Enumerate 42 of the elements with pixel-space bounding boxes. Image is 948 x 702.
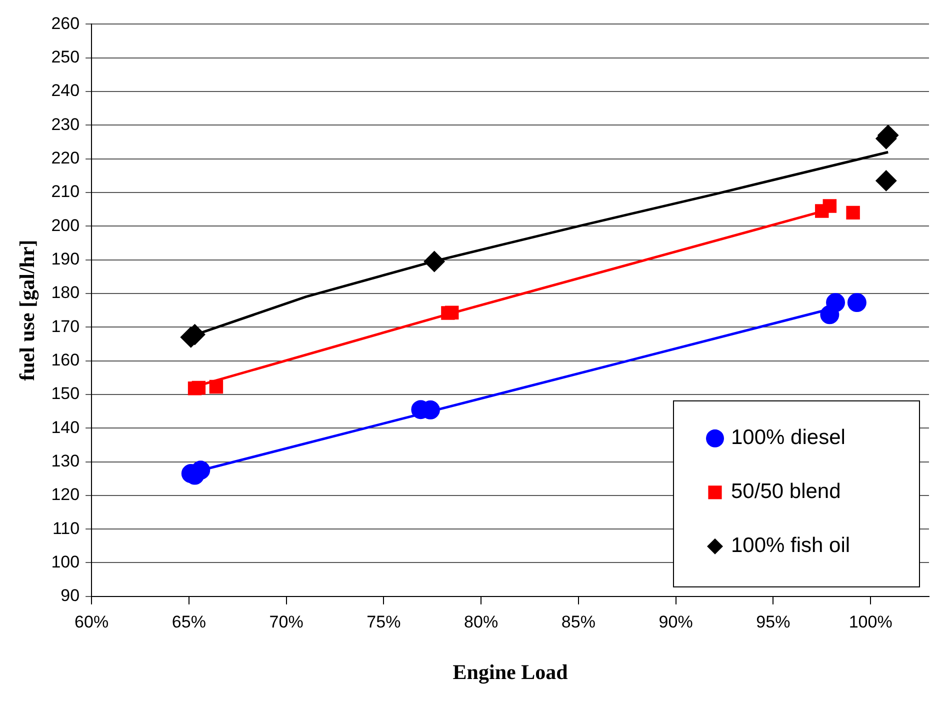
y-tick-label: 230 xyxy=(51,114,80,134)
point xyxy=(209,380,224,394)
point xyxy=(444,306,459,320)
y-tick-label: 200 xyxy=(51,216,80,235)
x-tick-label: 70% xyxy=(269,612,304,632)
y-tick-label: 180 xyxy=(51,283,80,302)
legend-label: 50/50 blend xyxy=(731,480,841,504)
legend-label: 100% diesel xyxy=(731,426,846,450)
x-tick-label: 65% xyxy=(172,612,206,632)
y-tick-label: 220 xyxy=(51,148,80,168)
y-tick-label: 120 xyxy=(51,485,80,504)
y-tick-label: 160 xyxy=(51,350,80,370)
legend-label: 100% fish oil xyxy=(731,534,850,558)
y-tick-label: 170 xyxy=(51,316,80,336)
x-tick-label: 75% xyxy=(366,612,401,632)
point xyxy=(424,250,445,272)
y-tick-label: 110 xyxy=(52,518,80,538)
point xyxy=(846,206,860,220)
x-tick-label: 100% xyxy=(848,612,892,632)
x-tick-label: 95% xyxy=(756,612,790,632)
point xyxy=(826,293,846,312)
x-tick-label: 60% xyxy=(74,612,109,632)
y-tick-label: 130 xyxy=(51,451,80,470)
y-tick-label: 100 xyxy=(51,552,80,572)
point xyxy=(822,199,837,213)
y-tick-label: 140 xyxy=(51,418,80,437)
y-tick-label: 250 xyxy=(51,48,80,67)
y-tick-label: 90 xyxy=(60,586,80,606)
y-axis-title: fuel use [gal/hr] xyxy=(15,240,40,381)
point xyxy=(876,170,897,192)
x-tick-label: 80% xyxy=(464,612,498,632)
x-tick-label: 85% xyxy=(561,612,596,632)
y-tick-label: 260 xyxy=(51,14,80,33)
x-axis-title: Engine Load xyxy=(452,660,568,684)
y-tick-label: 150 xyxy=(51,384,80,404)
y-tick-label: 190 xyxy=(51,250,80,268)
y-tick-label: 210 xyxy=(51,182,80,202)
y-tick-label: 240 xyxy=(51,81,80,100)
point xyxy=(191,460,210,480)
x-tick-label: 90% xyxy=(658,612,693,632)
point xyxy=(192,380,206,395)
point xyxy=(847,293,866,312)
